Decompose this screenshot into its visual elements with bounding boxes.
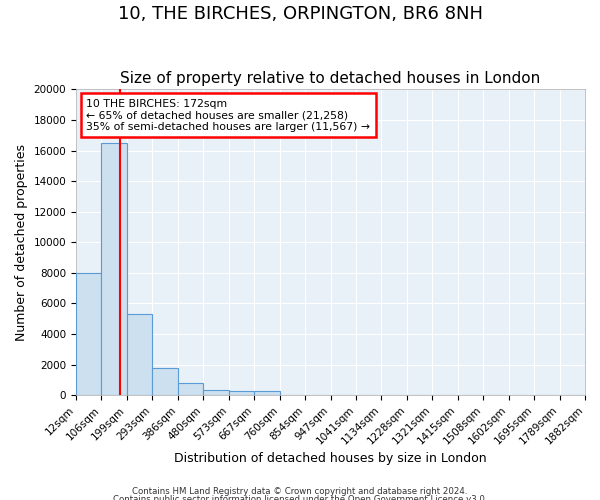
Text: 10 THE BIRCHES: 172sqm
← 65% of detached houses are smaller (21,258)
35% of semi: 10 THE BIRCHES: 172sqm ← 65% of detached… — [86, 98, 370, 132]
Text: Contains public sector information licensed under the Open Government Licence v3: Contains public sector information licen… — [113, 495, 487, 500]
Text: Contains HM Land Registry data © Crown copyright and database right 2024.: Contains HM Land Registry data © Crown c… — [132, 487, 468, 496]
Bar — [152, 368, 178, 395]
Bar — [76, 273, 101, 395]
X-axis label: Distribution of detached houses by size in London: Distribution of detached houses by size … — [174, 452, 487, 465]
Y-axis label: Number of detached properties: Number of detached properties — [15, 144, 28, 341]
Bar — [101, 143, 127, 395]
Title: Size of property relative to detached houses in London: Size of property relative to detached ho… — [121, 70, 541, 86]
Bar — [203, 390, 229, 395]
Bar — [178, 383, 203, 395]
Bar — [127, 314, 152, 395]
Bar — [254, 392, 280, 395]
Text: 10, THE BIRCHES, ORPINGTON, BR6 8NH: 10, THE BIRCHES, ORPINGTON, BR6 8NH — [118, 5, 482, 23]
Bar — [229, 392, 254, 395]
